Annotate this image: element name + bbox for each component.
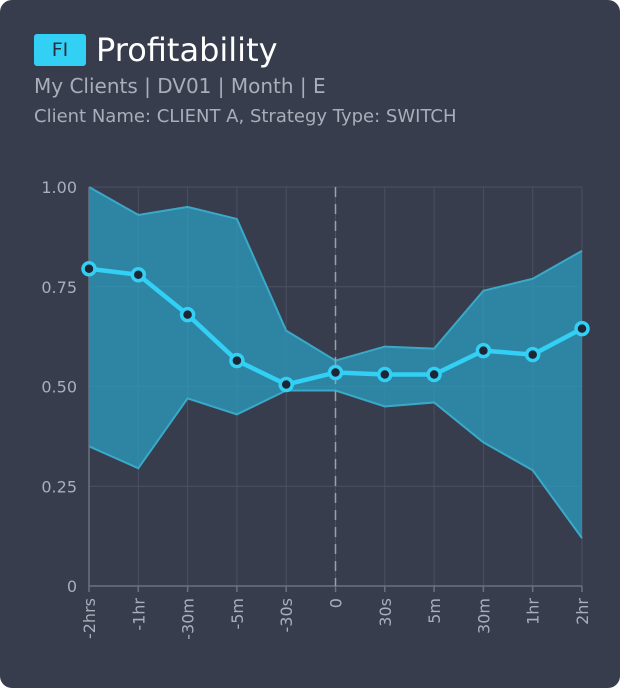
data-point	[574, 320, 590, 337]
x-tick-label: 0	[327, 598, 346, 608]
y-tick-label: 1.00	[41, 178, 77, 197]
data-point	[524, 346, 541, 363]
x-tick-label: 30s	[376, 598, 395, 627]
x-tick-label: -2hrs	[80, 598, 99, 639]
x-tick-label: -30m	[179, 598, 198, 640]
data-point	[278, 376, 294, 393]
y-tick-label: 0.75	[41, 278, 77, 297]
x-tick-label: -5m	[228, 598, 247, 630]
chart-filters: Client Name: CLIENT A, Strategy Type: SW…	[34, 106, 457, 127]
data-point	[130, 267, 147, 283]
x-tick-label: 5m	[425, 598, 444, 624]
x-tick-label: 2hr	[573, 598, 592, 625]
data-point	[327, 364, 344, 381]
x-tick-label: -30s	[277, 598, 296, 632]
data-point	[475, 342, 492, 359]
chart-title: Profitability	[96, 31, 278, 69]
data-point	[426, 366, 442, 383]
data-point	[179, 306, 196, 323]
y-tick-label: 0	[67, 577, 77, 596]
data-point	[377, 366, 393, 383]
x-tick-label: 30m	[474, 598, 493, 634]
y-tick-label: 0.25	[41, 477, 77, 496]
band-lower-edge	[88, 389, 583, 539]
card-header: FI Profitability	[34, 30, 278, 70]
x-tick-label: 1hr	[524, 598, 543, 625]
x-tick-label: -1hr	[129, 598, 148, 631]
category-badge: FI	[34, 34, 86, 66]
data-point	[81, 261, 97, 277]
y-tick-label: 0.50	[41, 378, 77, 397]
chart-subtitle: My Clients | DV01 | Month | E	[34, 74, 326, 98]
data-point	[229, 352, 245, 369]
